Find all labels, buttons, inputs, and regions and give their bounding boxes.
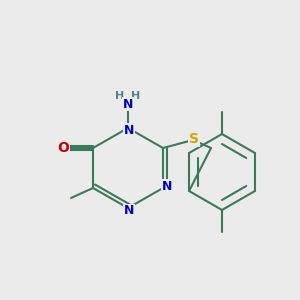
Text: N: N xyxy=(123,98,133,110)
Text: N: N xyxy=(124,205,134,218)
Text: H: H xyxy=(116,91,124,101)
Text: N: N xyxy=(124,124,134,136)
Text: S: S xyxy=(189,132,199,146)
Text: H: H xyxy=(131,91,141,101)
Text: O: O xyxy=(57,141,69,155)
Text: N: N xyxy=(162,179,172,193)
